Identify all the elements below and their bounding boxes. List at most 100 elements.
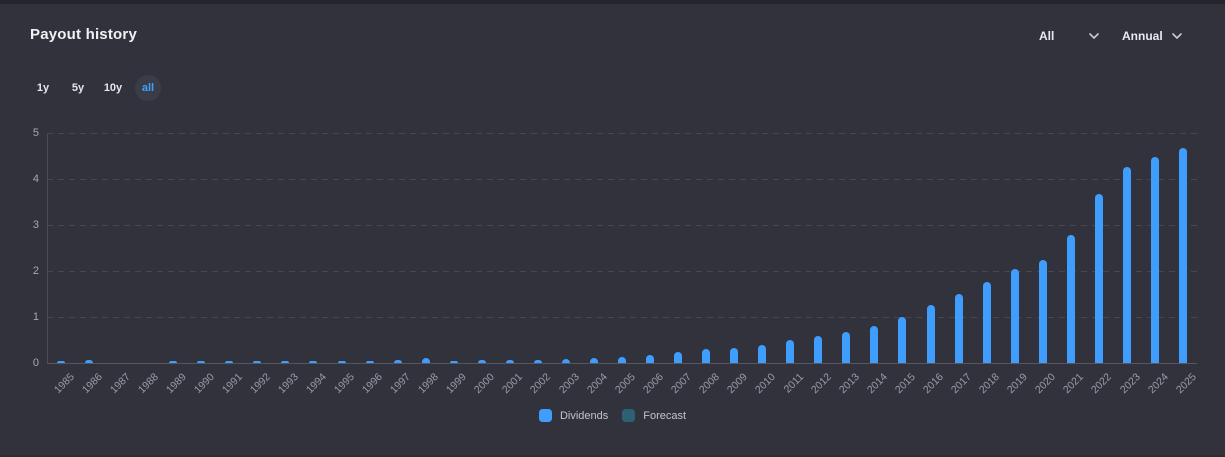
x-tick-label-2008: 2008 — [696, 371, 722, 397]
bar-2006[interactable] — [646, 355, 655, 363]
legend-label-forecast: Forecast — [643, 409, 687, 422]
x-tick-label-2012: 2012 — [808, 371, 834, 397]
bar-2021[interactable] — [1066, 235, 1075, 363]
x-tick-label-1998: 1998 — [416, 371, 442, 397]
x-tick-label-2002: 2002 — [528, 371, 554, 397]
bar-2003[interactable] — [561, 359, 570, 363]
gridline-y-3 — [47, 225, 1197, 226]
bar-2000[interactable] — [477, 360, 486, 363]
legend-swatch-dividends — [538, 409, 552, 422]
period-select[interactable]: Annual — [1122, 29, 1182, 43]
filter-controls: All Annual — [1039, 29, 1182, 43]
legend-item-dividends[interactable]: Dividends — [538, 409, 608, 422]
bar-2002[interactable] — [533, 359, 542, 363]
x-tick-label-1985: 1985 — [51, 371, 77, 397]
x-tick-label-2010: 2010 — [752, 371, 778, 397]
x-tick-label-1989: 1989 — [163, 371, 189, 397]
bar-1996[interactable] — [365, 360, 374, 363]
bar-2015[interactable] — [898, 317, 907, 363]
x-tick-label-2023: 2023 — [1117, 371, 1143, 397]
x-tick-label-2000: 2000 — [472, 371, 498, 397]
bar-2010[interactable] — [758, 345, 767, 363]
gridline-y-1 — [47, 317, 1197, 318]
chart-legend: Dividends Forecast — [0, 409, 1225, 422]
range-button-10y[interactable]: 10y — [100, 75, 126, 101]
x-tick-label-2016: 2016 — [921, 371, 947, 397]
x-tick-label-2019: 2019 — [1005, 371, 1031, 397]
bar-2016[interactable] — [926, 305, 935, 363]
bar-2020[interactable] — [1038, 260, 1047, 363]
x-tick-label-2017: 2017 — [949, 371, 975, 397]
x-tick-label-1988: 1988 — [135, 371, 161, 397]
bar-2007[interactable] — [674, 351, 683, 363]
plot-area — [47, 133, 1197, 364]
x-tick-label-2007: 2007 — [668, 371, 694, 397]
bar-2018[interactable] — [982, 281, 991, 363]
x-tick-label-2009: 2009 — [724, 371, 750, 397]
bar-2014[interactable] — [870, 326, 879, 363]
x-tick-label-2013: 2013 — [836, 371, 862, 397]
x-tick-label-1992: 1992 — [247, 371, 273, 397]
bar-2017[interactable] — [954, 293, 963, 363]
bar-1985[interactable] — [57, 361, 66, 363]
bar-2013[interactable] — [842, 331, 851, 363]
bar-2023[interactable] — [1122, 166, 1131, 363]
bar-1992[interactable] — [253, 361, 262, 363]
bar-2022[interactable] — [1094, 194, 1103, 363]
bar-2004[interactable] — [589, 358, 598, 363]
bar-1991[interactable] — [225, 361, 234, 363]
x-tick-label-1994: 1994 — [303, 371, 329, 397]
range-button-5y[interactable]: 5y — [65, 75, 91, 101]
card-bottom-edge — [0, 455, 1225, 457]
bar-1997[interactable] — [393, 360, 402, 363]
x-tick-label-2022: 2022 — [1089, 371, 1115, 397]
bar-2011[interactable] — [786, 340, 795, 363]
bar-1999[interactable] — [449, 360, 458, 363]
gridline-y-4 — [47, 179, 1197, 180]
range-button-1y[interactable]: 1y — [30, 75, 56, 101]
bar-2005[interactable] — [618, 357, 626, 363]
card-top-edge — [0, 0, 1225, 4]
x-tick-label-2003: 2003 — [556, 371, 582, 397]
bar-2025[interactable] — [1178, 148, 1187, 363]
x-tick-label-1991: 1991 — [219, 371, 245, 397]
bar-1998[interactable] — [421, 358, 430, 363]
bar-2024[interactable] — [1150, 157, 1159, 363]
y-tick-label-4: 4 — [32, 173, 39, 185]
legend-item-forecast[interactable]: Forecast — [622, 409, 686, 422]
x-tick-label-1986: 1986 — [79, 371, 105, 397]
bar-2008[interactable] — [702, 348, 711, 363]
gridline-y-2 — [47, 271, 1197, 272]
bar-1994[interactable] — [309, 361, 318, 363]
gridline-y-5 — [47, 133, 1197, 134]
time-range-buttons: 1y 5y 10y all — [30, 75, 161, 101]
bar-1995[interactable] — [337, 361, 346, 363]
bar-1993[interactable] — [281, 361, 290, 363]
range-button-all[interactable]: all — [135, 75, 161, 101]
x-tick-label-2024: 2024 — [1145, 371, 1171, 397]
x-tick-label-2001: 2001 — [500, 371, 526, 397]
y-axis-line — [47, 133, 48, 363]
y-tick-label-0: 0 — [32, 357, 39, 369]
x-tick-label-2015: 2015 — [892, 371, 918, 397]
x-tick-label-1993: 1993 — [275, 371, 301, 397]
x-tick-label-2014: 2014 — [864, 371, 890, 397]
period-select-value: Annual — [1122, 29, 1163, 43]
chevron-down-icon — [1089, 33, 1099, 39]
bar-2009[interactable] — [730, 347, 739, 363]
bar-1990[interactable] — [197, 361, 206, 363]
x-tick-label-1987: 1987 — [107, 371, 133, 397]
legend-swatch-forecast — [622, 409, 636, 422]
bar-1986[interactable] — [85, 359, 94, 363]
bar-2019[interactable] — [1010, 269, 1019, 363]
bar-1989[interactable] — [169, 361, 178, 363]
metric-select[interactable]: All — [1039, 29, 1099, 43]
bar-2001[interactable] — [505, 360, 514, 363]
x-axis-line — [47, 363, 1197, 364]
x-tick-label-2004: 2004 — [584, 371, 610, 397]
metric-select-value: All — [1039, 29, 1055, 43]
x-tick-label-2011: 2011 — [781, 371, 806, 396]
x-tick-label-1996: 1996 — [360, 371, 386, 397]
bar-2012[interactable] — [814, 336, 823, 363]
